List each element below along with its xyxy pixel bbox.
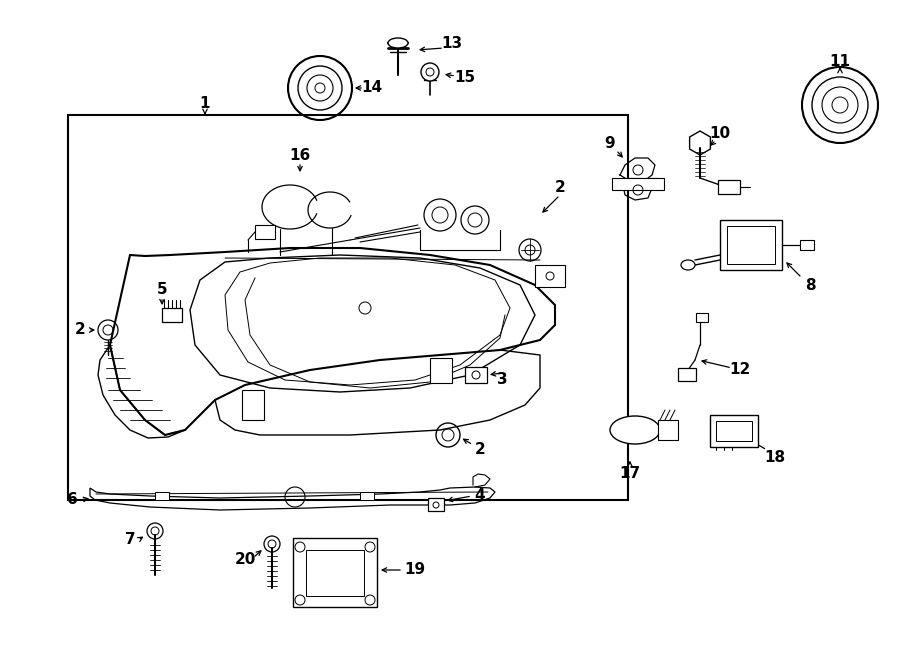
Bar xyxy=(800,240,814,250)
Text: 2: 2 xyxy=(554,180,565,196)
Bar xyxy=(68,115,628,500)
Text: 19: 19 xyxy=(404,563,426,578)
Bar xyxy=(255,225,275,239)
Bar xyxy=(465,367,487,383)
Bar xyxy=(612,178,664,190)
Bar xyxy=(430,358,452,383)
Bar xyxy=(678,368,696,381)
Text: 7: 7 xyxy=(125,533,135,547)
Text: 20: 20 xyxy=(234,553,256,568)
Text: 3: 3 xyxy=(497,373,508,387)
Bar xyxy=(720,220,782,270)
Text: 12: 12 xyxy=(729,362,751,377)
Ellipse shape xyxy=(681,260,695,270)
Bar xyxy=(718,180,740,194)
Text: 2: 2 xyxy=(75,323,86,338)
Bar xyxy=(727,226,775,264)
Text: 16: 16 xyxy=(290,147,310,163)
Bar xyxy=(162,308,182,322)
Bar xyxy=(360,492,374,500)
Bar xyxy=(155,492,169,500)
FancyBboxPatch shape xyxy=(293,538,377,607)
Ellipse shape xyxy=(388,38,408,48)
Ellipse shape xyxy=(610,416,660,444)
Bar xyxy=(535,265,565,287)
Text: 13: 13 xyxy=(441,36,463,50)
Circle shape xyxy=(421,63,439,81)
Text: 9: 9 xyxy=(605,136,616,151)
Text: 17: 17 xyxy=(619,465,641,481)
Text: 1: 1 xyxy=(200,95,211,110)
Bar xyxy=(710,415,758,447)
Text: 6: 6 xyxy=(67,492,77,508)
Text: 8: 8 xyxy=(805,278,815,293)
Text: 11: 11 xyxy=(830,54,850,69)
Text: 18: 18 xyxy=(764,451,786,465)
Bar xyxy=(306,550,364,596)
Bar xyxy=(658,420,678,440)
Text: 2: 2 xyxy=(474,442,485,457)
Bar xyxy=(428,498,444,511)
Bar xyxy=(242,390,264,420)
Text: 4: 4 xyxy=(474,488,485,504)
Text: 5: 5 xyxy=(157,282,167,297)
Bar xyxy=(696,313,708,322)
Text: 14: 14 xyxy=(362,81,382,95)
Bar xyxy=(716,421,752,441)
Text: 10: 10 xyxy=(709,126,731,141)
Text: 15: 15 xyxy=(454,71,475,85)
